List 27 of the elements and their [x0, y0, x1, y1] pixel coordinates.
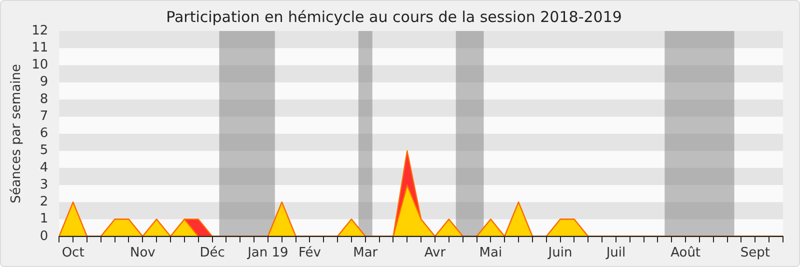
x-tick-label: Fév: [298, 246, 322, 261]
y-tick-label: 9: [40, 74, 48, 90]
y-tick-label: 2: [40, 194, 48, 210]
y-tick-label: 4: [40, 160, 48, 176]
chart-title: Participation en hémicycle au cours de la session 2018-2019: [166, 8, 622, 26]
y-tick-label: 12: [32, 23, 48, 38]
x-tick-label: Déc: [200, 246, 225, 261]
y-tick-label: 6: [40, 126, 48, 142]
y-tick-label: 10: [32, 58, 48, 73]
y-tick-label: 11: [32, 40, 48, 56]
y-tick-label: 5: [40, 143, 48, 158]
x-tick-label: Jan 19: [246, 246, 288, 261]
y-tick-label: 1: [40, 212, 48, 227]
x-tick-label: Août: [670, 246, 701, 261]
x-tick-label: Juin: [547, 246, 572, 261]
x-tick-label: Avr: [424, 246, 446, 261]
x-tick-label: Mai: [479, 246, 502, 261]
x-tick-label: Nov: [130, 246, 156, 261]
y-axis-title: Séances par semaine: [9, 64, 24, 204]
x-tick-label: Mar: [353, 246, 378, 261]
y-tick-label: 8: [40, 92, 48, 107]
x-tick-label: Oct: [62, 246, 84, 261]
y-tick-label: 7: [40, 108, 48, 124]
x-tick-label: Juil: [605, 246, 626, 261]
y-tick-label: 0: [40, 228, 48, 244]
y-tick-label: 3: [40, 177, 48, 192]
x-tick-label: Sept: [740, 246, 770, 261]
